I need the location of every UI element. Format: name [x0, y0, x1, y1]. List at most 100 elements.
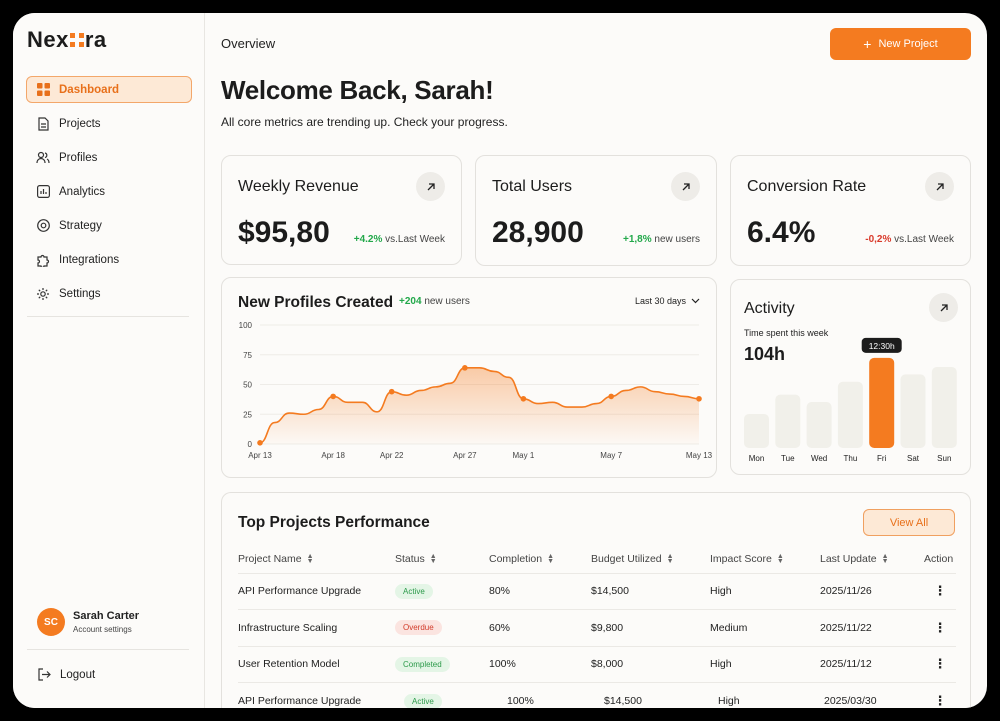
status-badge: Completed	[395, 656, 450, 672]
metric-delta-suffix: vs.Last Week	[385, 234, 445, 245]
table-row[interactable]: API Performance Upgrade Active 100% $14,…	[238, 682, 956, 708]
more-vertical-icon[interactable]: ⋮	[924, 572, 956, 610]
sort-icon: ▲ ▼	[666, 552, 674, 565]
sidebar-item-projects[interactable]: Projects	[26, 110, 192, 137]
arrow-up-right-icon[interactable]	[925, 172, 954, 201]
plus-icon: +	[863, 36, 872, 52]
more-vertical-icon[interactable]: ⋮	[924, 682, 956, 708]
metric-title: Conversion Rate	[747, 178, 867, 195]
sidebar-item-label: Dashboard	[59, 83, 120, 96]
activity-bar	[806, 402, 832, 448]
column-header[interactable]: Impact Score ▲ ▼	[710, 545, 820, 573]
metric-value: 28,900	[492, 216, 584, 249]
status-badge: Overdue	[395, 620, 442, 636]
grid-icon	[36, 83, 50, 97]
column-header[interactable]: Status ▲ ▼	[395, 545, 489, 573]
data-point	[520, 395, 527, 402]
breadcrumb: Overview	[221, 36, 276, 51]
logout-button[interactable]: Logout	[37, 668, 95, 681]
sidebar-item-label: Strategy	[59, 219, 102, 232]
data-point	[462, 365, 468, 371]
sidebar-item-dashboard[interactable]: Dashboard	[26, 76, 192, 103]
sidebar-nav: Dashboard Projects Profiles Analytics	[26, 76, 192, 314]
page-subtitle: All core metrics are trending up. Check …	[221, 115, 508, 129]
sidebar-item-analytics[interactable]: Analytics	[26, 178, 192, 205]
sort-icon: ▲ ▼	[306, 552, 314, 565]
table-row[interactable]: Infrastructure Scaling Overdue 60% $9,80…	[238, 609, 956, 646]
sidebar-item-label: Analytics	[59, 185, 106, 198]
metric-delta-suffix: new users	[654, 234, 700, 245]
arrow-up-right-icon[interactable]	[929, 293, 958, 322]
metric-value: $95,80	[238, 216, 330, 249]
last-update: 2025/11/22	[820, 609, 924, 646]
sidebar-item-label: Integrations	[59, 253, 120, 266]
project-name: API Performance Upgrade	[238, 682, 395, 708]
impact: High	[710, 645, 820, 683]
account-settings-link[interactable]: Account settings	[73, 625, 132, 634]
column-header[interactable]: Last Update ▲ ▼	[820, 545, 924, 573]
completion: 100%	[489, 645, 591, 683]
sidebar-item-strategy[interactable]: Strategy	[26, 212, 192, 239]
date-range-select[interactable]: Last 30 days	[635, 296, 700, 306]
series-area	[260, 367, 699, 444]
activity-bar	[775, 394, 801, 448]
budget: $8,000	[591, 645, 710, 683]
data-point	[608, 393, 614, 400]
user-profile[interactable]: SC Sarah Carter Account settings	[37, 608, 139, 636]
more-vertical-icon[interactable]: ⋮	[924, 609, 956, 646]
activity-card: Activity Time spent this week 104h Mon Tu…	[730, 279, 971, 475]
x-tick-label: Thu	[844, 454, 858, 463]
x-tick-label: Apr 13	[248, 451, 272, 460]
project-name: Infrastructure Scaling	[238, 609, 395, 646]
activity-bar	[869, 357, 895, 448]
table-row[interactable]: User Retention Model Completed 100% $8,0…	[238, 645, 956, 683]
puzzle-icon	[36, 253, 50, 267]
column-header-label: Budget Utilized	[591, 552, 662, 565]
logo: Nex ra	[27, 27, 107, 53]
x-tick-label: Fri	[877, 454, 887, 463]
bar-tooltip-label: 12:30h	[869, 341, 895, 351]
activity-value: 104h	[744, 344, 786, 364]
y-tick-label: 75	[243, 351, 252, 360]
data-point	[388, 388, 395, 395]
data-point	[330, 393, 336, 400]
sidebar-item-settings[interactable]: Settings	[26, 280, 192, 307]
completion: 60%	[489, 609, 591, 646]
column-header: Action	[924, 545, 956, 573]
column-header[interactable]: Completion ▲ ▼	[489, 545, 591, 573]
sidebar-item-profiles[interactable]: Profiles	[26, 144, 192, 171]
arrow-up-right-icon[interactable]	[671, 172, 700, 201]
app-window: Nex ra Dashboard Projects	[13, 13, 987, 708]
table-row[interactable]: API Performance Upgrade Active 80% $14,5…	[238, 572, 956, 610]
y-tick-label: 0	[248, 440, 253, 449]
date-range-value: Last 30 days	[634, 296, 686, 306]
completion: 80%	[489, 572, 591, 610]
arrow-up-right-icon[interactable]	[416, 172, 445, 201]
project-name: User Retention Model	[238, 645, 395, 683]
x-tick-label: Apr 18	[321, 451, 345, 460]
more-vertical-icon[interactable]: ⋮	[924, 645, 956, 683]
sidebar-item-label: Profiles	[59, 151, 98, 164]
project-name: API Performance Upgrade	[238, 572, 395, 610]
logout-icon	[37, 668, 51, 681]
metric-delta-value: -0,2%	[865, 234, 892, 245]
column-header-label: Action	[924, 552, 954, 565]
column-header[interactable]: Project Name ▲ ▼	[238, 545, 395, 573]
sidebar-item-integrations[interactable]: Integrations	[26, 246, 192, 273]
column-header[interactable]: Budget Utilized ▲ ▼	[591, 545, 710, 573]
new-project-button[interactable]: + New Project	[830, 28, 971, 60]
x-tick-label: Mon	[749, 454, 765, 463]
user-name: Sarah Carter	[73, 610, 140, 622]
sidebar-item-label: Settings	[59, 287, 101, 300]
document-icon	[36, 116, 50, 131]
data-point	[696, 395, 702, 402]
column-header-label: Status	[395, 552, 425, 565]
projects-table-card: Top Projects Performance View All Projec…	[221, 492, 971, 708]
impact: High	[710, 572, 820, 610]
chart-title: New Profiles Created	[238, 294, 394, 311]
y-tick-label: 25	[243, 410, 252, 419]
last-update: 2025/11/26	[820, 572, 924, 610]
x-tick-label: May 7	[600, 451, 622, 460]
view-all-button[interactable]: View All	[863, 509, 955, 536]
sidebar-divider	[27, 649, 189, 650]
